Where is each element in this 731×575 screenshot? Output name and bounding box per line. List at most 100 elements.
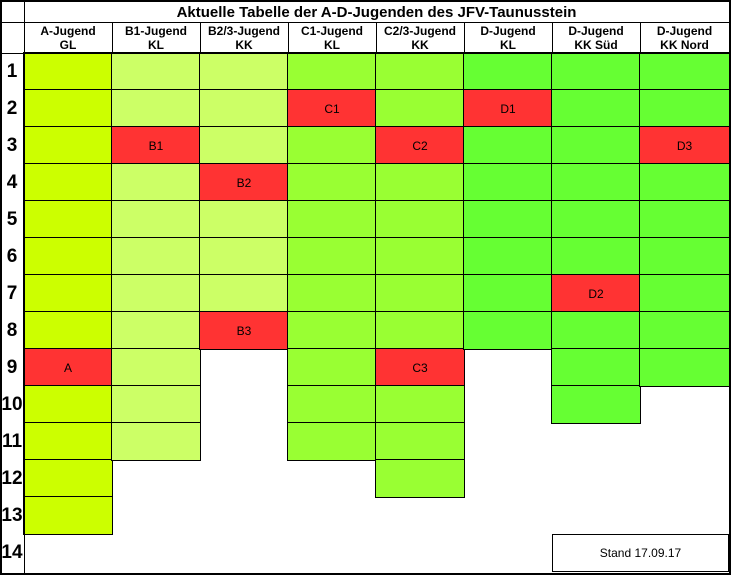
column-header: C1-Jugend KL <box>288 22 376 53</box>
team-position-cell-highlight: B3 <box>199 311 289 350</box>
grid-line <box>464 22 465 53</box>
table-cell <box>199 89 289 128</box>
grid-line <box>0 22 731 23</box>
table-cell <box>463 200 553 239</box>
table-cell <box>199 200 289 239</box>
team-position-cell-highlight: B1 <box>111 126 201 165</box>
row-number: 12 <box>1 467 23 489</box>
table-cell <box>375 52 465 91</box>
table-cell <box>639 237 730 276</box>
column-header: B1-Jugend KL <box>112 22 200 53</box>
table-cell <box>375 200 465 239</box>
table-cell <box>375 459 465 498</box>
column-header-line1: D-Jugend <box>480 23 536 38</box>
grid-line <box>288 22 289 53</box>
column-header-line1: B1-Jugend <box>124 23 187 38</box>
table-cell <box>111 311 201 350</box>
table-cell <box>23 89 113 128</box>
table-cell <box>111 237 201 276</box>
column-header-line2: KK <box>411 37 429 52</box>
table-cell <box>287 348 377 387</box>
row-number: 14 <box>1 542 23 563</box>
table-cell <box>463 163 553 202</box>
stand-date: Stand 17.09.17 <box>552 534 729 572</box>
table-cell <box>639 274 730 313</box>
table-cell <box>23 496 113 535</box>
column-header-line1: C2/3-Jugend <box>383 23 456 38</box>
row-number: 5 <box>6 208 18 230</box>
table-cell <box>551 348 641 387</box>
column-header-line2: KK Süd <box>574 37 618 52</box>
column-header-line2: GL <box>59 37 77 52</box>
column-header-line1: B2/3-Jugend <box>207 23 280 38</box>
row-number: 4 <box>6 171 18 193</box>
row-number: 7 <box>6 282 18 304</box>
table-cell <box>23 163 113 202</box>
column-header: D-Jugend KL <box>464 22 552 53</box>
row-number: 11 <box>1 430 23 452</box>
table-cell <box>463 126 553 165</box>
table-cell <box>375 311 465 350</box>
table-cell <box>551 89 641 128</box>
row-number: 3 <box>6 134 18 156</box>
table-cell <box>551 385 641 424</box>
table-cell <box>199 126 289 165</box>
table-cell <box>639 163 730 202</box>
table-cell <box>375 237 465 276</box>
table-cell <box>287 422 377 461</box>
column-header: D-Jugend KK Nord <box>640 22 729 53</box>
table-cell <box>111 422 201 461</box>
column-header-line2: KL <box>148 37 164 52</box>
column-header-line1: D-Jugend <box>568 23 624 38</box>
table-cell <box>639 52 730 91</box>
table-cell <box>111 274 201 313</box>
column-header: D-Jugend KK Süd <box>552 22 640 53</box>
table-title: Aktuelle Tabelle der A-D-Jugenden des JF… <box>176 3 577 21</box>
table-cell <box>639 89 730 128</box>
grid-line <box>24 0 25 575</box>
column-header-line2: KK <box>235 37 253 52</box>
table-cell <box>111 348 201 387</box>
row-number: 13 <box>1 504 23 526</box>
table-cell <box>287 52 377 91</box>
table-cell <box>23 52 113 91</box>
table-cell <box>287 237 377 276</box>
table-cell <box>551 126 641 165</box>
team-position-cell-highlight: D1 <box>463 89 553 128</box>
table-cell <box>111 163 201 202</box>
table-cell <box>23 385 113 424</box>
table-cell <box>463 52 553 91</box>
column-header-line2: KK Nord <box>660 37 709 52</box>
team-position-cell-highlight: C1 <box>287 89 377 128</box>
row-number: 8 <box>6 319 18 341</box>
table-cell <box>375 385 465 424</box>
table-cell <box>463 311 553 350</box>
table-cell <box>23 311 113 350</box>
table-cell <box>551 237 641 276</box>
table-cell <box>199 237 289 276</box>
table-cell <box>111 52 201 91</box>
table-cell <box>23 422 113 461</box>
team-position-cell-highlight: D3 <box>639 126 730 165</box>
table-cell <box>551 200 641 239</box>
grid-line <box>200 22 201 53</box>
table-cell <box>551 52 641 91</box>
table-cell <box>287 311 377 350</box>
table-cell <box>463 274 553 313</box>
table-cell <box>287 385 377 424</box>
column-header: A-Jugend GL <box>24 22 112 53</box>
column-header-line1: A-Jugend <box>40 23 96 38</box>
grid-line <box>112 22 113 53</box>
table-cell <box>199 52 289 91</box>
table-cell <box>287 274 377 313</box>
team-position-cell-highlight: B2 <box>199 163 289 202</box>
table-cell <box>463 237 553 276</box>
column-header: B2/3-Jugend KK <box>200 22 288 53</box>
row-number: 10 <box>1 393 23 415</box>
table-cell <box>111 200 201 239</box>
table-cell <box>23 237 113 276</box>
table-cell <box>639 311 730 350</box>
grid-line <box>552 22 553 53</box>
table-cell <box>287 200 377 239</box>
table-cell <box>23 200 113 239</box>
